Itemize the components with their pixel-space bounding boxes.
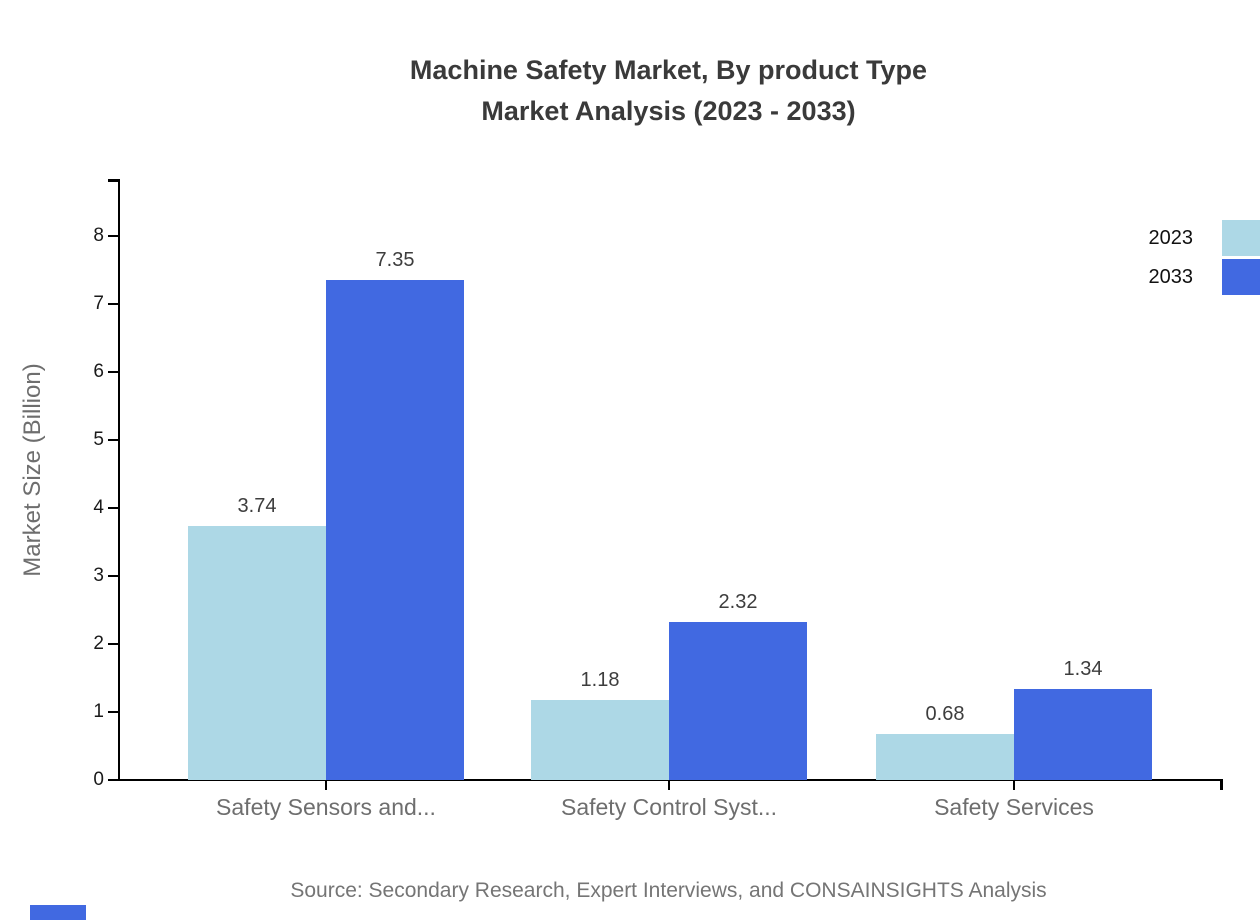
y-tick-label: 5 (93, 429, 104, 450)
bar-value-label: 3.74 (237, 494, 277, 517)
y-tick-label: 8 (93, 225, 104, 246)
y-tick-label: 6 (93, 361, 104, 382)
bar-2033-2 (669, 622, 807, 780)
y-tick-label: 2 (93, 633, 104, 654)
y-tick-label: 1 (93, 701, 104, 722)
y-tick-mark (108, 234, 119, 238)
bar-2033-3 (1014, 688, 1152, 780)
bar-value-label: 0.68 (925, 702, 965, 725)
y-tick-label: 3 (93, 565, 104, 586)
bar-2023-2 (531, 699, 669, 780)
watermark-square (30, 905, 86, 920)
source-text: Source: Secondary Research, Expert Inter… (290, 879, 1047, 902)
y-tick-mark (108, 370, 119, 374)
y-axis-title: Market Size (Billion) (19, 363, 46, 577)
y-axis-top-tick (108, 179, 119, 182)
y-tick-label: 4 (93, 497, 104, 518)
x-category-label: Safety Control Syst... (560, 794, 778, 820)
y-tick-mark (108, 710, 119, 714)
y-axis-line (117, 179, 120, 781)
x-category-label: Safety Sensors and... (216, 794, 436, 820)
x-tick-mark (324, 780, 328, 790)
bar-2033-1 (326, 280, 464, 780)
x-tick-mark (1012, 780, 1016, 790)
legend-item-2023[interactable]: 2023 (1148, 227, 1194, 249)
y-tick-mark (108, 642, 119, 646)
x-tick-mark (667, 780, 671, 790)
x-axis-end-tick (1220, 779, 1223, 790)
chart-title: Machine Safety Market, By product Type M… (115, 50, 1222, 132)
bar-value-label: 2.32 (718, 591, 758, 614)
y-tick-mark (108, 574, 119, 578)
y-tick-mark (108, 438, 119, 442)
legend-swatch-2033[interactable] (1222, 259, 1260, 295)
x-category-label: Safety Services (934, 794, 1094, 820)
y-tick-mark (108, 506, 119, 510)
y-tick-label: 7 (93, 293, 104, 314)
bar-2023-3 (876, 733, 1014, 780)
bar-2023-1 (188, 525, 326, 780)
chart-title-line1: Machine Safety Market, By product Type (409, 55, 928, 85)
y-tick-mark (108, 302, 119, 306)
y-tick-label: 0 (93, 769, 104, 790)
legend-item-2033[interactable]: 2033 (1148, 266, 1194, 288)
legend-swatch-2023[interactable] (1222, 220, 1260, 256)
chart-title-line2: Market Analysis (2023 - 2033) (481, 96, 856, 126)
bar-value-label: 1.18 (580, 668, 620, 691)
y-tick-mark (108, 778, 119, 782)
bar-value-label: 7.35 (375, 249, 415, 272)
bar-value-label: 1.34 (1063, 657, 1103, 680)
